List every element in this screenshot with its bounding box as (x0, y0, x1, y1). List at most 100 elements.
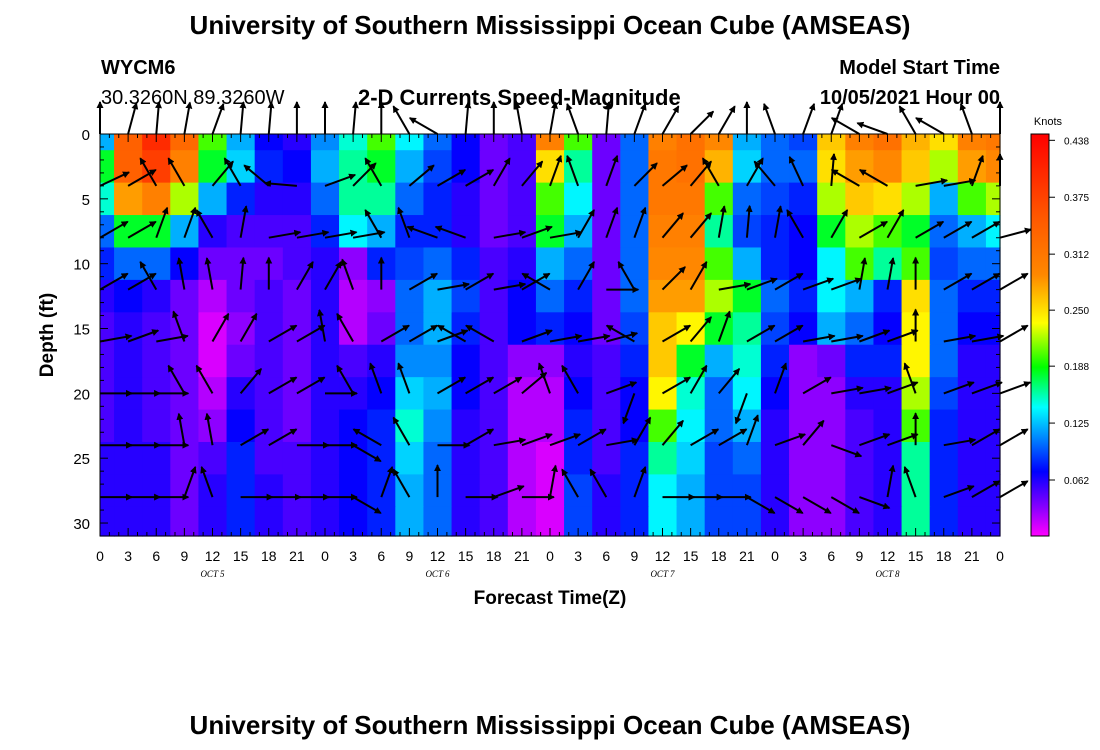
heat-cell (817, 409, 846, 443)
current-arrow (689, 316, 712, 343)
heat-cell (985, 150, 1001, 184)
heat-cell (620, 150, 650, 184)
x-tick-label: 18 (711, 548, 727, 564)
current-arrow (465, 428, 495, 447)
current-arrow (690, 428, 720, 447)
heat-cell (620, 134, 650, 151)
heat-cell (507, 215, 537, 249)
heat-cell (845, 150, 875, 184)
current-arrow (661, 419, 684, 446)
current-arrow (661, 105, 680, 135)
heat-cell (732, 247, 762, 281)
heat-cell (310, 474, 340, 508)
heat-cell (732, 441, 762, 475)
current-arrow (204, 412, 214, 446)
current-arrow (831, 333, 864, 343)
heat-cell (901, 134, 931, 151)
current-arrow (465, 272, 495, 291)
heat-cell (367, 182, 396, 216)
current-arrow (195, 209, 214, 239)
heat-cell (620, 474, 650, 508)
heat-cell (929, 247, 959, 281)
current-arrow (268, 428, 298, 447)
current-arrow (521, 433, 553, 447)
heat-cell (676, 279, 706, 313)
current-arrow (239, 256, 247, 290)
current-arrow (887, 329, 919, 343)
heat-cell (873, 441, 903, 475)
heat-cell (535, 247, 565, 281)
heat-cell (845, 134, 875, 151)
heat-cell (170, 279, 200, 313)
heat-cell (789, 247, 818, 281)
heat-cell (198, 344, 228, 378)
heat-cell (310, 279, 340, 313)
heat-cell (592, 134, 621, 151)
current-arrow (999, 227, 1032, 239)
current-arrow (802, 333, 836, 343)
current-arrow (661, 266, 686, 291)
colorbar-tick-label: 0.250 (1064, 306, 1089, 317)
heat-cell (592, 344, 621, 378)
heat-cell (282, 134, 312, 151)
heat-cell (985, 215, 1001, 249)
x-tick-label: 15 (458, 548, 474, 564)
current-arrow (903, 362, 917, 394)
current-arrow (99, 272, 129, 291)
x-tick-label: 12 (205, 548, 221, 564)
heat-cell (535, 134, 565, 151)
heat-cell (845, 247, 875, 281)
heat-cell (367, 344, 396, 378)
heat-cell (620, 409, 650, 443)
heat-cell (929, 344, 959, 378)
current-arrow (943, 484, 975, 499)
current-arrow (561, 468, 579, 498)
x-tick-label: 3 (799, 548, 807, 564)
current-arrow (139, 261, 158, 291)
colorbar-tick-label: 0.188 (1064, 362, 1089, 373)
current-arrow (605, 381, 638, 395)
heat-cell (451, 344, 481, 378)
y-tick-label: 10 (73, 257, 90, 274)
heat-cell (114, 344, 143, 378)
y-tick-label: 15 (73, 322, 90, 339)
heat-cell (957, 150, 987, 184)
current-arrow (155, 101, 162, 135)
heat-cell (226, 134, 256, 151)
heat-cell (479, 312, 509, 346)
current-arrow (565, 154, 580, 187)
heat-cell (648, 247, 678, 281)
current-arrow (521, 225, 553, 239)
heat-cell (789, 182, 818, 216)
heat-cell (395, 344, 425, 378)
heat-cell (789, 344, 818, 378)
heat-cell (451, 215, 481, 249)
heat-cell (479, 409, 509, 443)
x-tick-label: 15 (233, 548, 249, 564)
heat-cell (282, 474, 312, 508)
heat-cell (592, 312, 621, 346)
current-arrow (999, 480, 1029, 498)
heat-cell (704, 247, 734, 281)
heat-cell (704, 344, 734, 378)
heat-cell (985, 134, 1001, 151)
current-arrow (746, 277, 778, 291)
current-arrow (352, 496, 382, 514)
current-arrow (915, 117, 945, 135)
heat-cell (648, 182, 678, 216)
x-tick-label: 15 (908, 548, 924, 564)
current-arrow (369, 362, 383, 394)
heat-cell (704, 134, 734, 151)
x-tick-label: 6 (827, 548, 835, 564)
heat-cell (142, 474, 171, 508)
current-arrow (887, 433, 919, 447)
heat-cell (100, 409, 115, 443)
y-axis-label: Depth (ft) (37, 293, 58, 377)
current-arrow (493, 376, 523, 395)
current-arrow (633, 102, 647, 135)
heat-cell (985, 344, 1001, 378)
heat-cell (957, 409, 987, 443)
current-arrow (493, 437, 527, 447)
current-arrow (127, 169, 157, 187)
